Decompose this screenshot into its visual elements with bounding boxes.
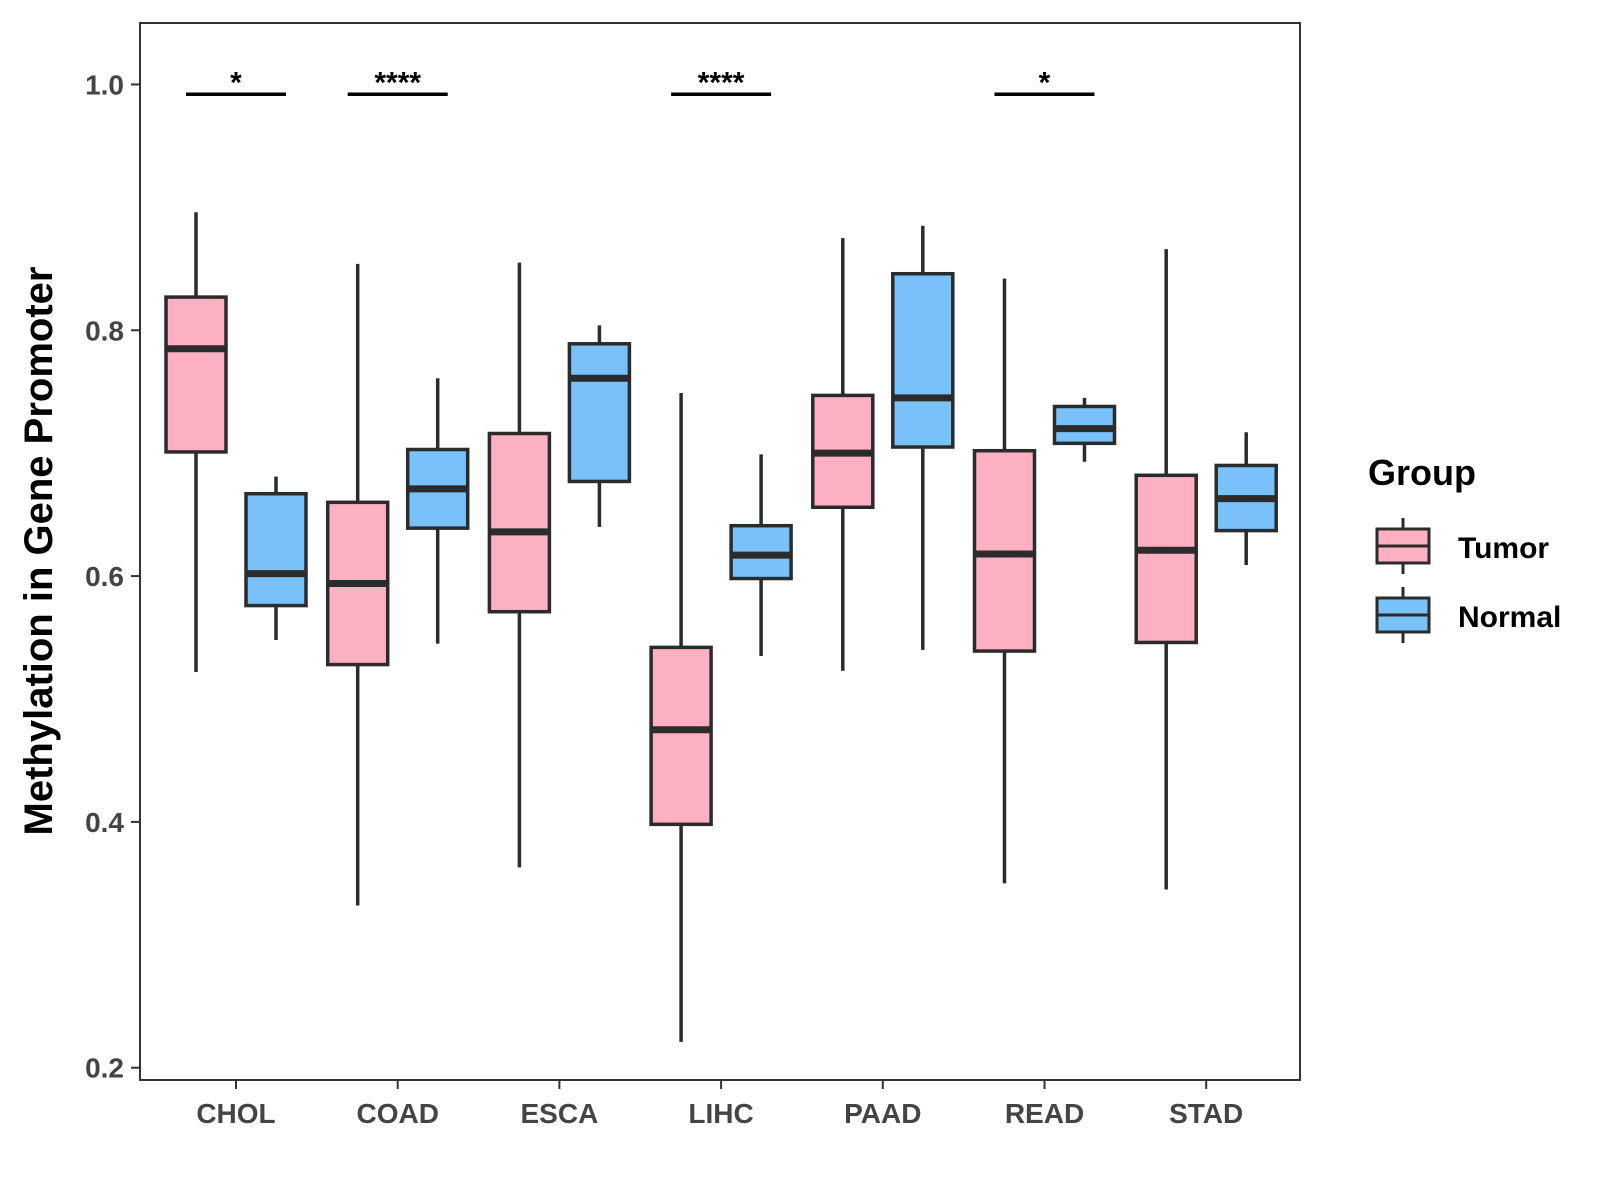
box-iqr-normal-esca: [567, 342, 632, 484]
box-normal-chol: [244, 476, 308, 640]
box-iqr-tumor-esca: [487, 431, 552, 614]
box-normal-lihc: [729, 454, 793, 656]
box-tumor-paad: [811, 238, 875, 671]
box-iqr-normal-read: [1052, 404, 1117, 446]
legend-key-normal: [1375, 587, 1431, 643]
x-axis: CHOL COAD ESCA LIHC PAAD READ STAD: [196, 1080, 1243, 1129]
significance-label-lihc: ****: [698, 66, 745, 99]
box-tumor-chol: [164, 212, 228, 672]
box-normal-paad: [891, 225, 955, 650]
box-normal-coad: [405, 378, 470, 644]
box-tumor-coad: [325, 263, 390, 906]
y-tick-label-0-6: 0.6: [85, 561, 124, 592]
x-tick-label-read: READ: [1005, 1098, 1084, 1129]
x-tick-label-chol: CHOL: [196, 1098, 275, 1129]
box-tumor-lihc: [649, 392, 713, 1042]
significance-label-chol: *: [230, 66, 242, 99]
box-iqr-normal-paad: [891, 271, 955, 449]
box-tumor-read: [972, 278, 1037, 884]
x-tick-label-esca: ESCA: [521, 1098, 599, 1129]
y-tick-label-0-4: 0.4: [85, 807, 124, 838]
y-tick-label-0-8: 0.8: [85, 315, 124, 346]
plot-panel-border: [139, 22, 1301, 1081]
x-tick-label-stad: STAD: [1169, 1098, 1243, 1129]
legend-label-normal: Normal: [1458, 601, 1561, 634]
plot-area: * **** **** *: [164, 66, 1278, 1042]
y-axis: 0.2 0.4 0.6 0.8 1.0: [85, 69, 140, 1084]
box-tumor-stad: [1134, 249, 1198, 890]
x-tick-label-coad: COAD: [356, 1098, 438, 1129]
box-iqr-tumor-stad: [1134, 473, 1198, 645]
x-tick-label-lihc: LIHC: [688, 1098, 753, 1129]
legend-title: Group: [1368, 452, 1476, 493]
significance-label-read: *: [1039, 66, 1051, 99]
significance-label-coad: ****: [374, 66, 421, 99]
box-normal-stad: [1214, 432, 1278, 566]
legend-keys: [1375, 518, 1431, 643]
x-tick-label-paad: PAAD: [844, 1098, 921, 1129]
legend-key-tumor: [1375, 518, 1431, 574]
legend-label-tumor: Tumor: [1458, 532, 1549, 565]
box-iqr-tumor-lihc: [649, 645, 713, 827]
box-tumor-esca: [487, 262, 552, 868]
y-axis-title: Methylation in Gene Promoter: [17, 267, 61, 836]
box-iqr-tumor-chol: [164, 295, 228, 454]
y-tick-label-0-2: 0.2: [85, 1053, 124, 1084]
box-normal-esca: [567, 325, 632, 527]
box-iqr-normal-chol: [244, 491, 308, 608]
y-tick-label-1-0: 1.0: [85, 69, 124, 100]
box-normal-read: [1052, 397, 1117, 462]
legend: Group Tumor Normal: [1368, 452, 1561, 643]
